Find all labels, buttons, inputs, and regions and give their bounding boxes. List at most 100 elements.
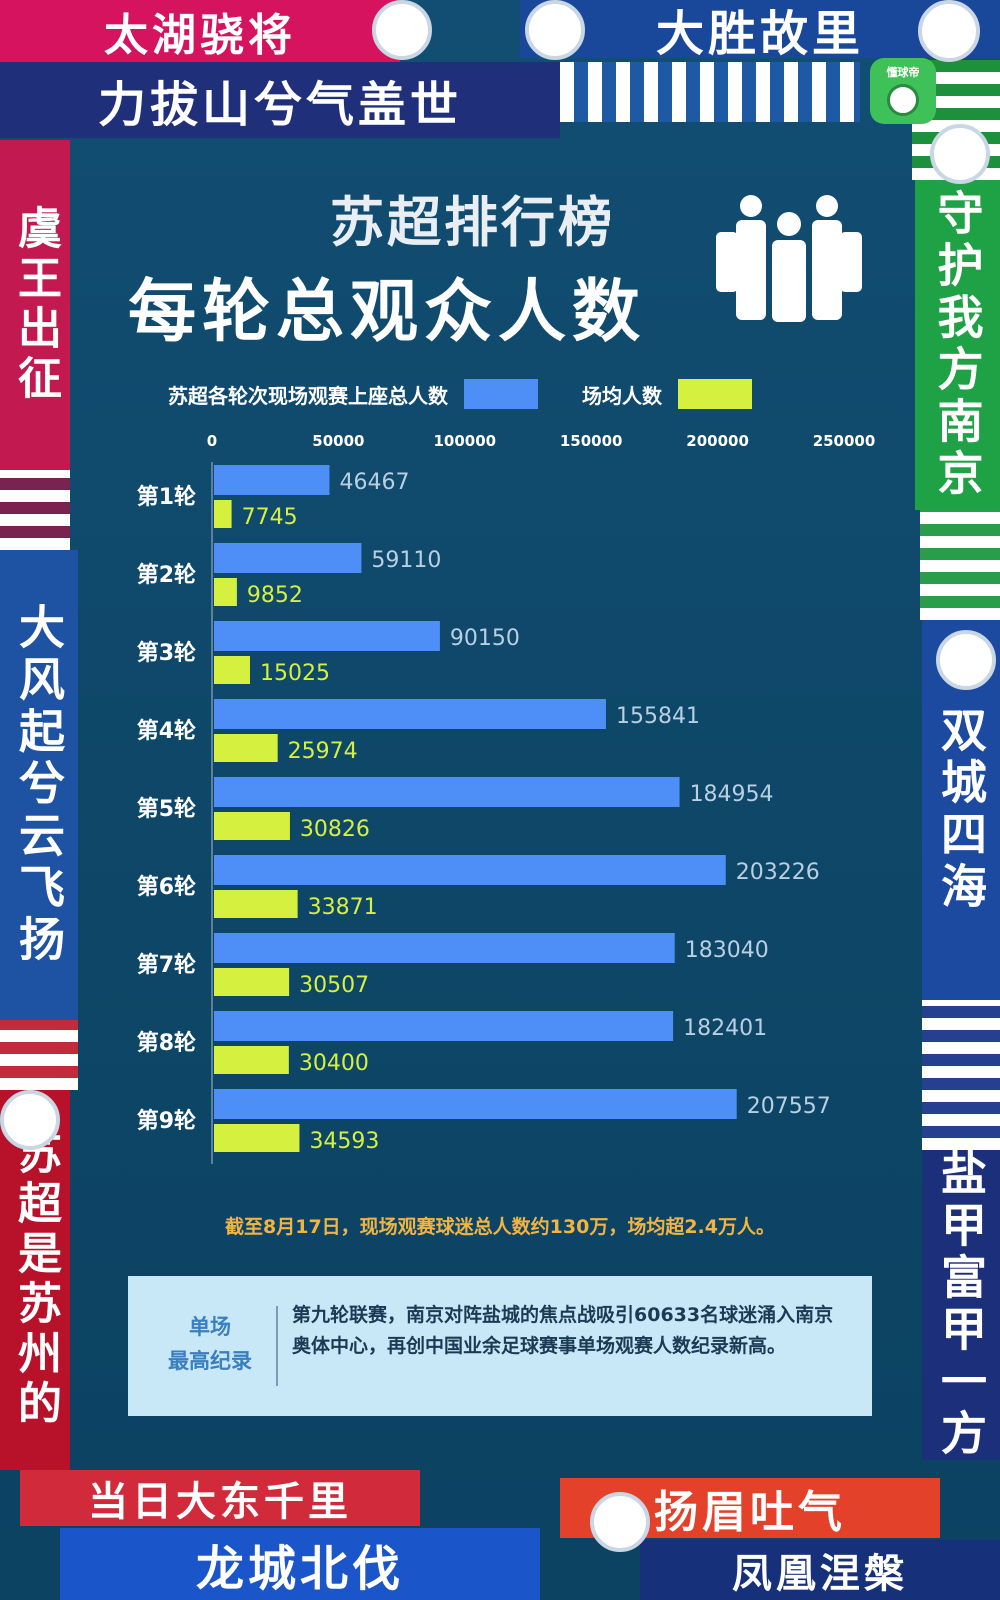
bar-average <box>214 812 290 840</box>
category-label: 第3轮 <box>137 640 196 666</box>
bar-average <box>214 1124 300 1152</box>
scarf-left-1: 虞王出征 <box>0 140 70 470</box>
club-badge-icon <box>918 0 980 62</box>
app-logo-text: 懂球帝 <box>886 66 920 79</box>
bar-average-label: 33871 <box>308 895 378 920</box>
bar-average <box>214 734 278 762</box>
scarf-right-1-text: 守护我方南京 <box>930 189 985 501</box>
bar-total-label: 59110 <box>371 548 441 573</box>
legend: 苏超各轮次现场观赛上座总人数 场均人数 <box>168 376 796 412</box>
bar-average <box>214 890 298 918</box>
bar-average-label: 15025 <box>260 661 330 686</box>
record-label: 单场 最高纪录 <box>150 1310 270 1378</box>
bar-total-label: 184954 <box>690 782 774 807</box>
audience-icon <box>716 195 862 322</box>
bar-total-label: 207557 <box>747 1094 831 1119</box>
scarf-left-3-text: 苏超是苏州的 <box>10 1130 61 1430</box>
scarf-top-1: 太湖骁将 <box>0 0 400 62</box>
bar-total <box>214 855 726 885</box>
bar-average-label: 30400 <box>299 1051 369 1076</box>
record-label-line2: 最高纪录 <box>168 1349 252 1373</box>
scarf-top-3: 力拔山兮气盖世 <box>0 62 560 138</box>
bar-average <box>214 656 250 684</box>
category-label: 第7轮 <box>137 952 196 978</box>
legend-label-total: 苏超各轮次现场观赛上座总人数 <box>168 383 448 408</box>
bar-average <box>214 578 237 606</box>
bar-total <box>214 465 330 495</box>
bar-average <box>214 968 290 996</box>
scarf-right-1: 守护我方南京 <box>915 180 1000 510</box>
scarf-bottom-2-text: 扬眉吐气 <box>654 1487 846 1538</box>
club-badge-icon <box>0 1090 60 1150</box>
scarf-right-2-text: 双城四海 <box>934 706 988 914</box>
legend-label-average: 场均人数 <box>582 383 662 408</box>
bar-average <box>214 500 232 528</box>
scarf-top-3-text: 力拔山兮气盖世 <box>97 77 462 133</box>
category-label: 第2轮 <box>137 562 196 588</box>
scarf-right-3-text: 盐甲富甲一方 <box>934 1150 988 1460</box>
category-label: 第4轮 <box>137 718 196 744</box>
x-tick-label: 100000 <box>433 432 496 450</box>
football-icon <box>887 84 919 116</box>
bar-total-label: 183040 <box>685 938 769 963</box>
bar-total-label: 155841 <box>616 704 700 729</box>
category-label: 第5轮 <box>137 796 196 822</box>
record-box: 单场 最高纪录 第九轮联赛，南京对阵盐城的焦点战吸引60633名球迷涌入南京奥体… <box>128 1276 872 1416</box>
record-divider <box>276 1306 278 1386</box>
club-badge-icon <box>525 0 585 60</box>
bar-average <box>214 1046 289 1074</box>
scarf-bottom-3-text: 龙城北伐 <box>195 1541 404 1597</box>
app-logo: 懂球帝 <box>870 58 936 124</box>
bar-total <box>214 777 680 807</box>
club-badge-icon <box>590 1492 650 1552</box>
x-tick-label: 150000 <box>560 432 623 450</box>
bar-total <box>214 933 675 963</box>
category-label: 第9轮 <box>137 1108 196 1134</box>
scarf-bottom-3: 龙城北伐 <box>60 1528 540 1600</box>
category-label: 第8轮 <box>137 1030 196 1056</box>
bar-total-label: 90150 <box>450 626 520 651</box>
bar-total <box>214 621 440 651</box>
record-text: 第九轮联赛，南京对阵盐城的焦点战吸引60633名球迷涌入南京奥体中心，再创中国业… <box>292 1304 834 1357</box>
record-label-line1: 单场 <box>189 1315 231 1339</box>
stripe-top <box>560 62 860 122</box>
bar-average-label: 30826 <box>300 817 370 842</box>
scarf-bottom-4-text: 凤凰涅槃 <box>732 1551 908 1597</box>
legend-swatch-total <box>464 379 538 409</box>
stripe-left-2 <box>0 1020 78 1090</box>
bar-average-label: 9852 <box>247 583 303 608</box>
scarf-top-2-text: 大胜故里 <box>655 6 864 58</box>
scarf-left-3: 苏超是苏州的 <box>0 1090 70 1470</box>
scarf-bottom-4: 凤凰涅槃 <box>640 1540 1000 1600</box>
x-tick-label: 0 <box>207 432 217 450</box>
club-badge-icon <box>936 630 996 690</box>
scarf-top-1-text: 太湖骁将 <box>104 10 296 61</box>
x-tick-label: 200000 <box>686 432 749 450</box>
stripe-right-2 <box>920 510 1000 620</box>
footnote: 截至8月17日，现场观赛球迷总人数约130万，场均超2.4万人。 <box>225 1216 775 1238</box>
bar-total-label: 46467 <box>339 470 409 495</box>
scarf-left-1-text: 虞王出征 <box>10 205 61 405</box>
scarf-bottom-1: 当日大东千里 <box>20 1470 420 1526</box>
bar-average-label: 34593 <box>309 1129 379 1154</box>
stripe-right-3 <box>922 1000 1000 1150</box>
x-tick-label: 250000 <box>813 432 876 450</box>
bar-average-label: 7745 <box>242 505 298 530</box>
bar-total-label: 203226 <box>736 860 820 885</box>
scarf-left-2: 大风起兮云飞扬 <box>0 550 78 1020</box>
bar-average-label: 30507 <box>299 973 369 998</box>
bar-average-label: 25974 <box>288 739 358 764</box>
category-label: 第1轮 <box>137 484 196 510</box>
legend-swatch-average <box>678 379 752 409</box>
bar-total <box>214 1011 674 1041</box>
bar-total <box>214 543 362 573</box>
subtitle: 每轮总观众人数 <box>128 273 647 352</box>
bar-total <box>214 699 606 729</box>
club-badge-icon <box>930 124 990 184</box>
x-tick-label: 50000 <box>312 432 364 450</box>
title: 苏超排行榜 <box>330 191 615 254</box>
scarf-bottom-1-text: 当日大东千里 <box>88 1479 352 1525</box>
club-badge-icon <box>372 0 432 60</box>
